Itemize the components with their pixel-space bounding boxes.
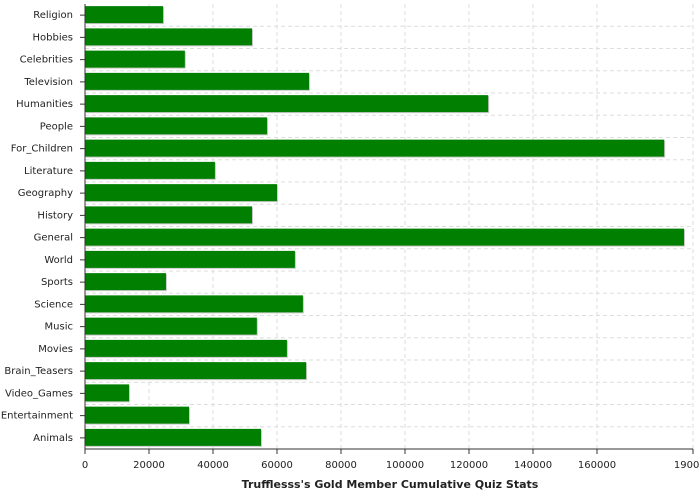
y-tick-label: Brain_Teasers <box>4 366 73 377</box>
y-tick-label: Geography <box>18 188 73 199</box>
y-tick-label: People <box>40 121 73 132</box>
bar <box>85 139 665 157</box>
bar <box>85 50 185 68</box>
y-tick-label: Music <box>45 322 73 333</box>
x-tick-label: 120000 <box>450 460 488 471</box>
y-tick-label: Television <box>23 77 73 88</box>
x-tick-label: 80000 <box>325 460 357 471</box>
bar <box>85 72 309 90</box>
y-tick-label: Literature <box>24 166 73 177</box>
y-tick-label: Entertainment <box>1 411 73 422</box>
x-tick-label: 190000 <box>674 460 700 471</box>
y-tick-label: History <box>37 210 73 221</box>
bar <box>85 6 164 24</box>
x-tick-label: 100000 <box>386 460 424 471</box>
y-tick-label: Science <box>34 299 73 310</box>
bar <box>85 228 685 246</box>
y-tick-label: General <box>34 233 73 244</box>
y-tick-label: Religion <box>33 10 73 21</box>
chart-title: Trufflesss's Gold Member Cumulative Quiz… <box>242 478 539 491</box>
x-tick-label: 160000 <box>578 460 616 471</box>
bar <box>85 295 303 313</box>
bar <box>85 250 295 268</box>
y-tick-label: Video_Games <box>5 388 73 399</box>
bar <box>85 206 253 224</box>
x-tick-label: 60000 <box>261 460 293 471</box>
x-tick-label: 20000 <box>133 460 165 471</box>
y-tick-label: Movies <box>38 344 73 355</box>
bar <box>85 362 307 380</box>
y-tick-label: Animals <box>33 433 73 444</box>
x-tick-label: 0 <box>82 460 88 471</box>
y-tick-label: Sports <box>41 277 73 288</box>
y-tick-label: For_Children <box>11 144 73 155</box>
bar <box>85 339 287 357</box>
bar <box>85 95 489 113</box>
bar <box>85 273 166 291</box>
bar <box>85 161 215 179</box>
bar <box>85 28 253 46</box>
bar <box>85 317 257 335</box>
x-tick-label: 140000 <box>514 460 552 471</box>
bar <box>85 428 261 446</box>
bar <box>85 184 277 202</box>
bar <box>85 384 129 402</box>
y-tick-label: World <box>44 255 73 266</box>
bar <box>85 406 189 424</box>
y-tick-label: Hobbies <box>33 32 73 43</box>
y-tick-label: Celebrities <box>20 55 73 66</box>
bar <box>85 117 268 135</box>
x-tick-label: 40000 <box>197 460 229 471</box>
y-tick-label: Humanities <box>16 99 73 110</box>
